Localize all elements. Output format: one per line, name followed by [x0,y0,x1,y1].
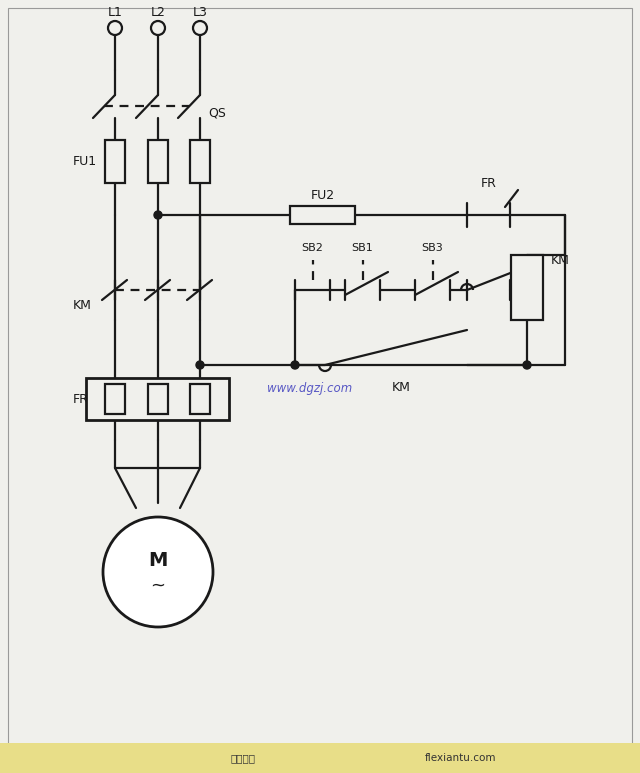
Bar [148,384,168,414]
Circle shape [103,517,213,627]
Bar [190,140,210,183]
Text: FR: FR [481,176,497,189]
Bar [86,378,229,420]
Text: SB1: SB1 [351,243,373,253]
Text: SB3: SB3 [422,243,444,253]
Text: ~: ~ [150,577,166,595]
Text: flexiantu.com: flexiantu.com [425,753,497,763]
Text: SB2: SB2 [301,243,323,253]
Text: FU2: FU2 [310,189,335,202]
Bar [190,384,210,414]
Circle shape [523,361,531,369]
Bar [148,140,168,183]
Text: L1: L1 [108,5,122,19]
Bar [0,743,640,773]
Circle shape [196,361,204,369]
Text: KM: KM [392,380,410,393]
Circle shape [154,211,162,219]
Text: M: M [148,550,168,570]
Text: FR: FR [73,393,89,406]
Text: QS: QS [208,107,226,120]
Text: KM: KM [73,298,92,312]
Text: 电工之家: 电工之家 [230,753,256,763]
Text: KM: KM [551,254,570,267]
Text: L3: L3 [193,5,207,19]
Bar [290,206,355,224]
Circle shape [291,361,299,369]
Bar [105,384,125,414]
Text: www.dgzj.com: www.dgzj.com [268,382,353,394]
Text: L2: L2 [150,5,165,19]
Bar [105,140,125,183]
Bar [511,255,543,320]
Text: FU1: FU1 [73,155,97,168]
